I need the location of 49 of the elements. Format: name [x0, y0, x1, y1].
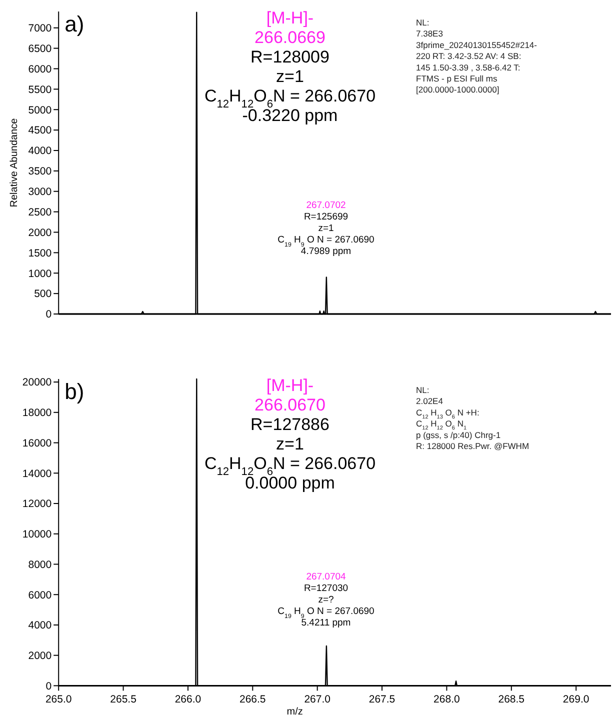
- y-tick-label: 12000: [22, 498, 52, 510]
- y-tick-label: 4500: [28, 124, 52, 137]
- annotation: 267.0704: [306, 572, 346, 583]
- x-tick-label: 267.5: [368, 694, 396, 706]
- text: NL: 2.02E4 C$_{12}$ H$_{13}$ O$_{6}$ N +H: C$_{12}$ H$_{12}$ O$_{6}$ N$_{1}$ p (gss, s /p:40) Chrg-1 R: 128000 Res.Pwr. @FWHM: [416, 385, 530, 451]
- y-tick-label: 500: [34, 288, 52, 300]
- x-tick-label: 269.0: [562, 694, 590, 706]
- x-tick-label: 268.5: [498, 694, 525, 706]
- chart-title: a): [64, 12, 84, 36]
- y-axis-title: Relative Abundance: [9, 118, 20, 208]
- text: R=128009 z=1 C$_{12}$H$_{12}$O$_{6}$N = 266.0670 -0.3220 ppm: [204, 48, 376, 125]
- x-tick-label: 266.0: [174, 694, 202, 706]
- y-tick-label: 2000: [28, 226, 52, 239]
- x-tick-label: 266.5: [240, 694, 266, 706]
- y-tick-label: 3000: [28, 186, 52, 198]
- y-tick-label: 16000: [22, 437, 52, 450]
- x-tick-label: 267.0: [304, 694, 331, 706]
- x-axis-title: m/z: [286, 706, 303, 718]
- y-tick-label: 5500: [28, 84, 52, 96]
- y-tick-label: 0: [46, 680, 52, 692]
- y-tick-label: 3500: [28, 166, 52, 178]
- x-tick-label: 265.5: [110, 694, 137, 706]
- y-tick-label: 0: [46, 308, 52, 321]
- y-tick-label: 2000: [28, 650, 52, 662]
- text: R=125699 z=1 C$_{19}$ H$_{9}$ O N = 267.0690 4.7989 ppm: [278, 212, 374, 257]
- y-tick-label: 1500: [28, 247, 52, 260]
- y-tick-label: 20000: [22, 376, 52, 389]
- annotation: NL: 7.38E3 3fprime_20240130155452#214- 220 RT: 3.42-3.52 AV: 4 SB: 145 1.50-3.39 , 3.58-6.42 T: FTMS - p ESI Full ms [200.0000-1000.0000]: [416, 18, 538, 95]
- annotation: 267.0702: [306, 200, 346, 211]
- y-tick-label: 5000: [28, 104, 52, 116]
- y-tick-label: 4000: [28, 620, 52, 632]
- y-tick-label: 14000: [22, 468, 52, 480]
- text: R=127886 z=1 C$_{12}$H$_{12}$O$_{6}$N = 266.0670 0.0000 ppm: [204, 415, 376, 492]
- y-tick-label: 10000: [22, 528, 52, 541]
- x-tick-label: 265.0: [45, 694, 72, 706]
- y-tick-label: 8000: [28, 558, 52, 571]
- y-tick-label: 7000: [28, 22, 52, 35]
- y-tick-label: 18000: [22, 407, 52, 420]
- y-tick-label: 6000: [28, 589, 52, 602]
- y-tick-label: 4000: [28, 145, 52, 158]
- y-tick-label: 6500: [28, 42, 52, 55]
- y-tick-label: 6000: [28, 63, 52, 76]
- chart-title: b): [64, 379, 84, 404]
- y-tick-label: 2500: [28, 206, 52, 218]
- x-tick-label: 268.0: [434, 694, 460, 706]
- text: R=127030 z=? C$_{19}$ H$_{9}$ O N = 267.0690 5.4211 ppm: [278, 583, 374, 629]
- annotation: [M-H]- 266.0670: [254, 376, 326, 414]
- y-tick-label: 1000: [28, 268, 52, 280]
- annotation: [M-H]- 266.0669: [254, 8, 326, 47]
